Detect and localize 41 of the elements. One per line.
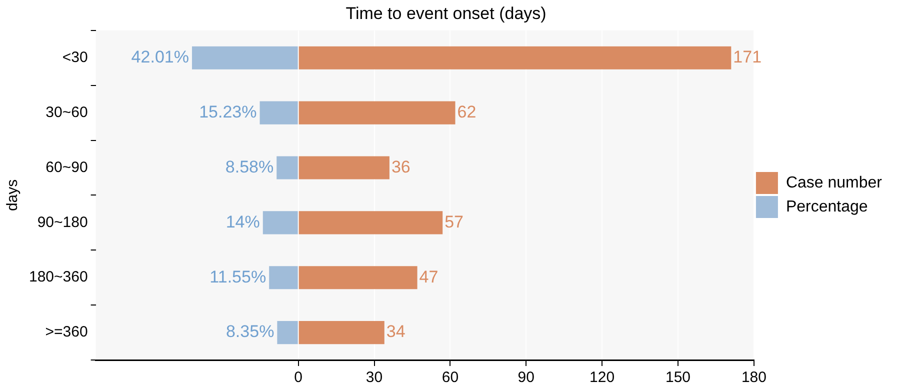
- y-tick-label: 30~60: [46, 104, 88, 121]
- data-label: 8.35%: [226, 322, 274, 342]
- data-label: 42.01%: [131, 48, 189, 67]
- data-label: 14%: [226, 212, 260, 232]
- legend-label: Case number: [786, 174, 883, 192]
- data-label: 34: [386, 322, 406, 342]
- data-label: 36: [391, 157, 410, 176]
- x-tick-label: 120: [590, 369, 615, 386]
- x-tick-label: 30: [366, 369, 383, 386]
- y-tick-label: 180~360: [28, 268, 88, 286]
- bar: [262, 211, 298, 234]
- y-tick-label: >=360: [45, 324, 88, 341]
- bar: [298, 266, 418, 290]
- x-tick-label: 180: [741, 369, 766, 386]
- legend-label: Percentage: [786, 198, 868, 216]
- bar: [298, 321, 384, 344]
- data-label: 11.55%: [210, 267, 266, 286]
- bar: [276, 156, 298, 180]
- data-label: 15.23%: [199, 102, 257, 122]
- bar: [298, 211, 443, 234]
- chart-title: Time to event onset (days): [346, 4, 546, 23]
- data-label: 57: [444, 212, 464, 232]
- data-label: 171: [733, 48, 762, 67]
- bar: [277, 321, 298, 344]
- bar: [298, 46, 732, 70]
- x-tick-label: 150: [666, 369, 691, 386]
- x-tick-label: 90: [518, 369, 534, 386]
- bar: [260, 101, 298, 124]
- data-label: 8.58%: [225, 157, 274, 176]
- y-tick-label: 90~180: [37, 214, 88, 231]
- data-label: 47: [419, 267, 438, 286]
- x-tick-label: 60: [442, 369, 459, 386]
- x-tick-label: 0: [294, 369, 302, 386]
- bar: [192, 46, 298, 70]
- y-axis-title: days: [4, 179, 22, 212]
- data-label: 62: [457, 102, 476, 122]
- bar: [298, 101, 456, 124]
- bar: [298, 156, 390, 180]
- y-tick-label: <30: [62, 49, 88, 66]
- y-tick-label: 60~90: [46, 158, 88, 176]
- bar: [269, 266, 298, 290]
